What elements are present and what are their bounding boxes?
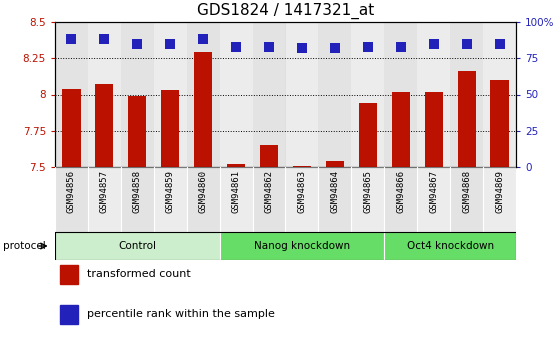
Text: GSM94857: GSM94857 (100, 170, 109, 213)
Bar (62, 89, 80, 167)
Bar (483, 22, 516, 167)
Text: Control: Control (118, 241, 156, 251)
Bar (220, 167, 253, 232)
Bar (384, 167, 417, 232)
Text: GSM94869: GSM94869 (495, 170, 504, 213)
Bar (154, 167, 187, 232)
Bar (128, 96, 146, 167)
Bar (88, 167, 121, 232)
Bar (253, 22, 286, 167)
Text: GSM94868: GSM94868 (462, 170, 471, 213)
Bar (220, 232, 384, 260)
Bar (187, 167, 220, 232)
Text: GSM94858: GSM94858 (133, 170, 142, 213)
Bar (450, 167, 483, 232)
Text: GSM94859: GSM94859 (166, 170, 175, 213)
Bar (286, 167, 319, 232)
Text: protocol: protocol (3, 241, 46, 251)
Bar (260, 145, 278, 167)
Bar (55, 167, 88, 232)
Text: GSM94862: GSM94862 (264, 170, 273, 213)
Bar (293, 166, 311, 167)
Bar (384, 232, 516, 260)
Bar (227, 164, 245, 167)
Bar (60, 265, 78, 284)
Point (396, 44, 405, 49)
Point (264, 44, 273, 49)
Bar (458, 71, 475, 167)
Point (297, 45, 306, 51)
Bar (154, 22, 187, 167)
Bar (55, 232, 220, 260)
Bar (352, 167, 384, 232)
Bar (187, 22, 220, 167)
Point (67, 37, 76, 42)
Bar (359, 103, 377, 167)
Text: GSM94864: GSM94864 (330, 170, 339, 213)
Bar (326, 161, 344, 167)
Point (429, 41, 438, 47)
Text: GSM94865: GSM94865 (363, 170, 372, 213)
Point (462, 41, 471, 47)
Bar (352, 22, 384, 167)
Text: GSM94867: GSM94867 (429, 170, 438, 213)
Bar (121, 167, 154, 232)
Bar (392, 92, 410, 167)
Text: GSM94856: GSM94856 (67, 170, 76, 213)
Point (133, 41, 142, 47)
Point (495, 41, 504, 47)
Bar (450, 22, 483, 167)
Bar (319, 22, 352, 167)
Text: Oct4 knockdown: Oct4 knockdown (407, 241, 494, 251)
Text: percentile rank within the sample: percentile rank within the sample (87, 309, 275, 319)
Bar (483, 167, 516, 232)
Bar (95, 84, 113, 167)
Point (232, 44, 240, 49)
Bar (161, 90, 179, 167)
Bar (220, 22, 253, 167)
Bar (417, 167, 450, 232)
Bar (60, 305, 78, 324)
Bar (319, 167, 352, 232)
Text: GSM94863: GSM94863 (297, 170, 306, 213)
Text: Nanog knockdown: Nanog knockdown (254, 241, 350, 251)
Point (199, 37, 208, 42)
Text: GSM94860: GSM94860 (199, 170, 208, 213)
Bar (253, 167, 286, 232)
Bar (88, 22, 121, 167)
Bar (286, 22, 319, 167)
Point (363, 44, 372, 49)
Title: GDS1824 / 1417321_at: GDS1824 / 1417321_at (197, 3, 374, 19)
Text: GSM94866: GSM94866 (396, 170, 405, 213)
Bar (490, 80, 508, 167)
Bar (55, 22, 88, 167)
Bar (417, 22, 450, 167)
Bar (194, 52, 212, 167)
Point (100, 37, 109, 42)
Point (166, 41, 175, 47)
Bar (121, 22, 154, 167)
Text: transformed count: transformed count (87, 269, 191, 279)
Point (330, 45, 339, 51)
Text: GSM94861: GSM94861 (232, 170, 240, 213)
Bar (384, 22, 417, 167)
Bar (425, 92, 442, 167)
